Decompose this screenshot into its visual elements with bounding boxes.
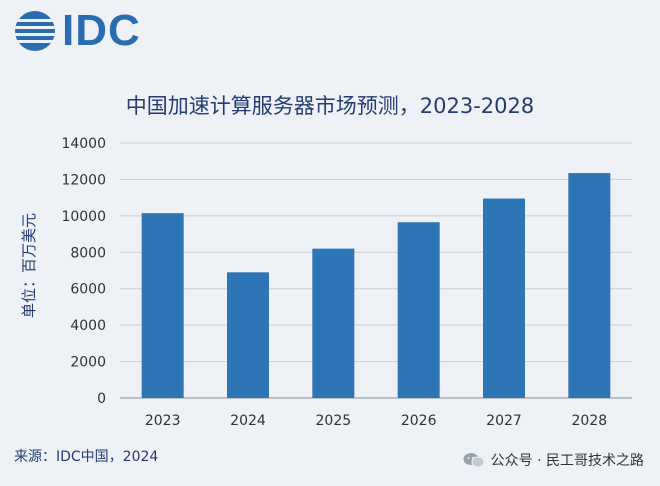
bar — [568, 173, 611, 398]
y-tick-label: 6000 — [70, 282, 106, 298]
y-tick-label: 14000 — [61, 136, 106, 152]
y-tick-label: 4000 — [70, 318, 106, 334]
bar — [312, 248, 355, 398]
y-tick-label: 10000 — [61, 209, 106, 225]
logo-text: IDC — [62, 6, 141, 55]
y-tick-label: 12000 — [61, 172, 106, 188]
x-tick-label: 2026 — [401, 413, 437, 429]
x-tick-label: 2028 — [572, 413, 608, 429]
bar — [227, 272, 269, 398]
globe-icon — [15, 11, 55, 51]
idc-logo: IDC — [14, 6, 141, 55]
wechat-icon — [463, 453, 485, 468]
x-tick-label: 2025 — [316, 413, 352, 429]
source-note: 来源：IDC中国，2024 — [14, 449, 159, 465]
bar — [483, 198, 525, 398]
y-tick-label: 0 — [97, 391, 106, 407]
x-tick-label: 2023 — [145, 413, 181, 429]
y-tick-label: 8000 — [70, 245, 106, 261]
watermark-text: 公众号 · 民工哥技术之路 — [490, 453, 644, 469]
x-tick-label: 2027 — [486, 413, 522, 429]
bar — [141, 213, 184, 398]
wechat-watermark: 公众号 · 民工哥技术之路 — [463, 450, 644, 470]
x-tick-label: 2024 — [230, 413, 266, 429]
y-tick-label: 2000 — [70, 355, 106, 371]
bar — [397, 222, 440, 398]
chart-title: 中国加速计算服务器市场预测，2023-2028 — [125, 94, 535, 118]
